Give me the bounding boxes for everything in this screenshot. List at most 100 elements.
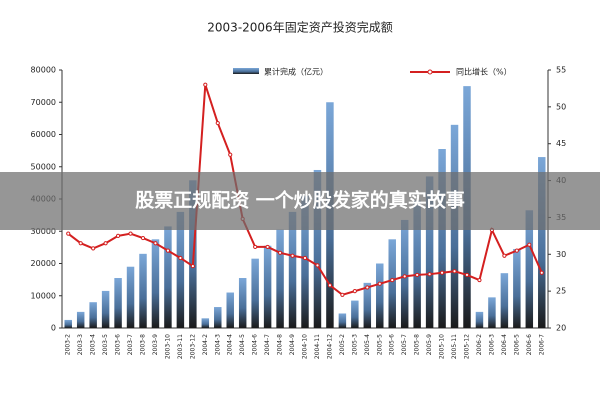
y-tick-label: 70000 — [31, 98, 56, 107]
x-tick-label: 2003-6 — [115, 334, 122, 355]
x-tick-label: 2004-8 — [277, 334, 284, 355]
line-marker — [103, 241, 108, 246]
bar — [351, 300, 359, 328]
line-marker — [464, 272, 470, 278]
line-marker — [527, 242, 532, 247]
bar — [89, 302, 97, 328]
line-marker — [128, 231, 133, 236]
bar — [201, 318, 210, 328]
line-marker — [203, 82, 208, 87]
line-marker — [290, 253, 295, 258]
x-tick-label: 2004-2 — [202, 334, 209, 355]
bar — [363, 282, 372, 328]
line-marker — [415, 272, 420, 278]
bar — [376, 263, 384, 328]
bar — [251, 258, 259, 328]
legend-label: 累计完成（亿元） — [264, 67, 328, 77]
x-tick-label: 2005-12 — [464, 334, 471, 359]
x-tick-label: 2004-9 — [289, 334, 296, 355]
bar — [101, 290, 110, 328]
line-marker — [340, 292, 345, 297]
banner-text: 股票正规配资 一个炒股发家的真实故事 — [135, 189, 465, 212]
line-marker — [477, 277, 482, 283]
bar — [400, 219, 409, 328]
x-tick-label: 2005-4 — [364, 334, 371, 355]
x-tick-label: 2005-3 — [351, 334, 358, 355]
x-tick-label: 2005-7 — [401, 334, 408, 355]
line-marker — [228, 152, 233, 157]
line-marker — [115, 233, 121, 238]
bar — [488, 297, 496, 328]
line-marker — [215, 120, 220, 126]
x-tick-label: 2006-2 — [476, 334, 483, 355]
y-tick-label: 60000 — [31, 130, 56, 139]
bar — [313, 169, 322, 328]
line-marker — [365, 285, 370, 290]
y2-tick-label: 55 — [556, 66, 566, 75]
legend-swatch — [233, 68, 259, 74]
x-tick-label: 2003-11 — [177, 334, 184, 359]
bar — [238, 278, 247, 328]
line-marker — [277, 250, 283, 255]
chart-title: 2003-2006年固定资产投资完成额 — [207, 20, 392, 35]
line-marker — [253, 244, 258, 250]
line-marker — [514, 248, 519, 253]
bar — [301, 195, 309, 328]
line-marker — [140, 235, 146, 241]
banner — [0, 172, 600, 230]
y2-tick-label: 20 — [556, 324, 566, 333]
x-tick-label: 2004-3 — [214, 334, 221, 355]
x-tick-label: 2005-2 — [339, 334, 346, 355]
x-tick-label: 2003-9 — [152, 334, 159, 355]
bar — [388, 239, 396, 328]
x-tick-label: 2005-9 — [426, 334, 433, 355]
x-tick-label: 2006-3 — [488, 334, 495, 355]
x-tick-label: 2004-6 — [252, 334, 259, 355]
bar — [126, 266, 135, 328]
legend-marker — [427, 69, 433, 75]
x-tick-label: 2006-4 — [501, 334, 508, 355]
x-tick-label: 2005-10 — [439, 334, 446, 359]
y-tick-label: 10000 — [31, 291, 56, 300]
bar — [425, 176, 434, 328]
y-tick-label: 30000 — [31, 227, 56, 236]
x-tick-label: 2006-7 — [538, 334, 545, 355]
x-tick-label: 2003-4 — [90, 334, 97, 355]
bar — [76, 311, 85, 328]
x-tick-label: 2003-8 — [140, 334, 147, 355]
x-tick-label: 2003-7 — [127, 334, 134, 355]
line-marker — [91, 246, 96, 251]
x-tick-label: 2003-10 — [164, 334, 171, 359]
y-tick-label: 20000 — [31, 259, 56, 268]
bar — [538, 157, 546, 328]
line-marker — [402, 274, 407, 279]
bar — [413, 200, 421, 328]
bar — [139, 253, 147, 328]
y-tick-label: 80000 — [31, 66, 56, 75]
x-tick-label: 2006-6 — [526, 334, 533, 355]
x-tick-label: 2005-6 — [389, 334, 396, 355]
bar — [513, 248, 521, 328]
line-marker — [78, 241, 83, 246]
y2-tick-label: 50 — [556, 102, 566, 111]
line-marker — [352, 289, 357, 294]
line-marker — [190, 263, 195, 269]
bar — [276, 229, 284, 328]
bar — [151, 239, 160, 328]
bar — [288, 211, 297, 328]
x-tick-label: 2004-5 — [239, 334, 246, 355]
line-marker — [66, 231, 71, 236]
bar — [176, 211, 185, 328]
line-marker — [302, 255, 308, 261]
line-marker — [165, 248, 171, 253]
x-tick-label: 2003-12 — [189, 334, 196, 359]
x-tick-label: 2004-7 — [264, 334, 271, 355]
line-marker — [377, 281, 382, 286]
y2-tick-label: 45 — [556, 139, 566, 148]
line-marker — [178, 255, 183, 261]
line-marker — [427, 272, 432, 277]
bar — [114, 278, 122, 328]
line-marker — [439, 270, 445, 275]
y2-tick-label: 25 — [556, 287, 566, 296]
